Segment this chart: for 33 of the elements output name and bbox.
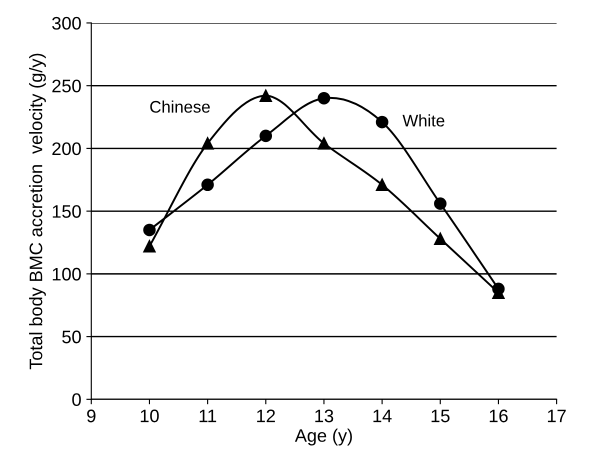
y-tick-label: 100 (52, 268, 81, 281)
point (318, 137, 330, 150)
point (201, 137, 214, 150)
x-axis-title: Age (y) (294, 428, 352, 446)
point (492, 282, 505, 296)
point (260, 89, 272, 102)
y-tick-label: 300 (52, 16, 81, 30)
y-tick-label: 0 (72, 393, 81, 406)
x-tick-label: 14 (373, 410, 392, 422)
series-label: Chinese (150, 100, 210, 113)
point (434, 197, 447, 210)
x-tick-label: 11 (200, 410, 216, 422)
point (143, 240, 156, 253)
y-tick-label: 150 (52, 205, 81, 218)
y-tick-label: 50 (62, 330, 81, 344)
x-tick-label: 13 (315, 410, 334, 422)
y-tick-label: 200 (52, 142, 81, 156)
point (260, 130, 272, 142)
point (376, 116, 388, 128)
point (201, 178, 214, 192)
y-tick-label: 250 (52, 80, 81, 92)
x-tick-label: 9 (87, 410, 96, 422)
x-tick-label: 17 (548, 410, 566, 422)
x-tick-label: 10 (140, 410, 159, 422)
x-tick-label: 15 (432, 410, 450, 422)
x-tick-label: 16 (490, 410, 508, 422)
x-tick-label: 12 (257, 410, 275, 422)
y-axis-title: Total body BMC accretion velocity (g/y) (29, 54, 46, 370)
point (434, 232, 447, 245)
point (376, 178, 388, 192)
series-label: White (402, 114, 444, 127)
point (318, 92, 330, 104)
point (143, 224, 156, 236)
